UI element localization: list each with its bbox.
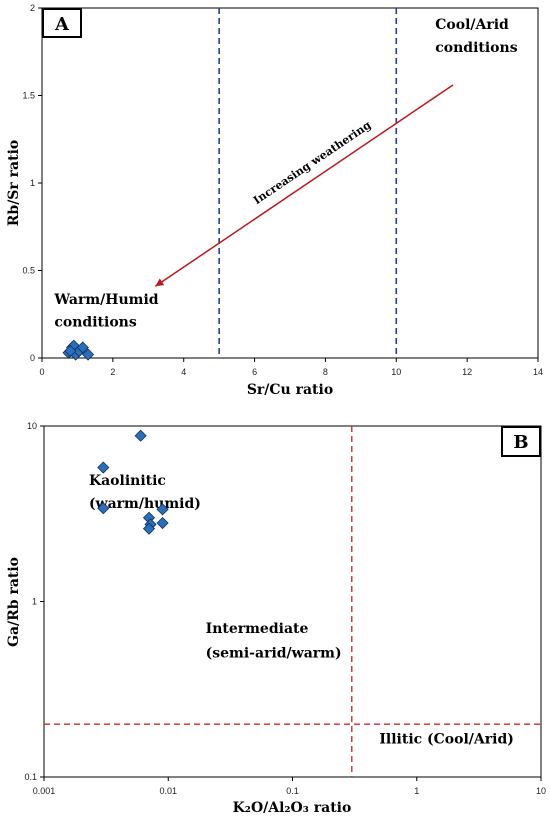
panel-a-x-tick-label: 2 — [110, 367, 115, 377]
panel-b-y-axis-title: Ga/Rb ratio — [6, 557, 22, 647]
panel-b-annotation: Intermediate — [206, 621, 309, 637]
panel-a-annotation: Cool/Arid — [435, 17, 509, 33]
panel-a-y-tick-label: 0.5 — [22, 266, 35, 276]
panel-b-x-axis-title: K₂O/Al₂O₃ ratio — [233, 800, 352, 816]
panel-a-x-tick-label: 4 — [181, 367, 186, 377]
panel-a-letter-box — [42, 8, 82, 38]
panel-b-x-tick-label: 0.001 — [33, 786, 56, 796]
panel-b-annotations: Kaolinitic (warm/humid) Intermediate (semi-… — [89, 473, 514, 747]
panel-a-ticks: 0 2 4 6 8 10 12 14 0 0.5 1 1.5 2 — [22, 3, 543, 377]
panel-b-data-point — [97, 461, 110, 474]
panel-a-data-point — [76, 341, 89, 354]
panel-a-x-tick-label: 14 — [533, 367, 543, 377]
panel-a-arrow-head — [155, 278, 165, 287]
panel-a-arrow-line — [154, 84, 454, 287]
panel-a-x-axis-title: Sr/Cu ratio — [247, 382, 333, 398]
panel-b-data-point — [156, 503, 169, 516]
panel-a-plot-area — [41, 7, 539, 359]
panel-b-x-tick-label: 0.1 — [286, 786, 299, 796]
panel-b-data-point — [97, 502, 110, 515]
panel-b-x-tick-label: 10 — [536, 786, 546, 796]
panel-a-y-tick-label: 1.5 — [22, 91, 35, 101]
panel-a-data-point — [81, 348, 95, 361]
panel-a-x-tick-label: 10 — [391, 367, 401, 377]
panel-b-y-tick-label: 1 — [32, 597, 37, 607]
panel-b-data-point — [142, 522, 156, 535]
panel-a-data-point — [64, 344, 77, 358]
panel-a-y-tick-label: 1 — [30, 178, 35, 188]
panel-a-x-tick-label: 8 — [323, 367, 328, 377]
panel-b-annotation: (semi-arid/warm) — [206, 645, 342, 661]
panel-b-reference-lines — [44, 426, 541, 777]
panel-a-annotation: conditions — [435, 40, 517, 56]
panel-b-data-point — [134, 429, 147, 442]
panel-b-x-tick-label: 1 — [414, 786, 419, 796]
panel-a-x-tick-label: 12 — [462, 367, 472, 377]
panel-a-y-tick-label: 0 — [30, 353, 35, 363]
panel-b-annotation: Illitic (Cool/Arid) — [379, 732, 514, 748]
panel-b-annotation: (warm/humid) — [89, 496, 201, 512]
panel-a-x-tick-label: 6 — [252, 367, 257, 377]
panel-b-data-point — [156, 516, 169, 530]
panel-b-y-tick-label: 0.1 — [24, 772, 37, 782]
panel-a-x-tick-label: 0 — [39, 367, 44, 377]
panel-a-y-tick-label: 2 — [30, 3, 35, 13]
panel-a-letter: A — [54, 14, 70, 35]
panel-a-y-axis-title: Rb/Sr ratio — [6, 140, 22, 226]
panel-a-annotations: Cool/Arid conditions Warm/Humid conditions — [53, 17, 517, 331]
panel-a-annotation: Warm/Humid — [53, 292, 158, 308]
panel-b-annotation: Kaolinitic — [89, 473, 166, 489]
panel-b-y-tick-label: 10 — [27, 421, 37, 431]
panel-a-annotation: conditions — [54, 315, 136, 331]
panel-a-points — [62, 339, 95, 361]
panel-b: 0.001 0.01 0.1 1 10 0.1 1 10 Kaolinitic (warm/hu… — [6, 421, 546, 816]
panel-b-letter-box — [501, 426, 541, 457]
panel-b-plot-area — [43, 425, 542, 778]
panel-b-x-tick-label: 0.01 — [159, 786, 177, 796]
panel-a-reference-lines — [218, 8, 398, 358]
panel-b-points — [97, 429, 169, 535]
panel-b-letter: B — [513, 432, 528, 453]
panel-b-ticks: 0.001 0.01 0.1 1 10 0.1 1 10 — [24, 421, 546, 796]
